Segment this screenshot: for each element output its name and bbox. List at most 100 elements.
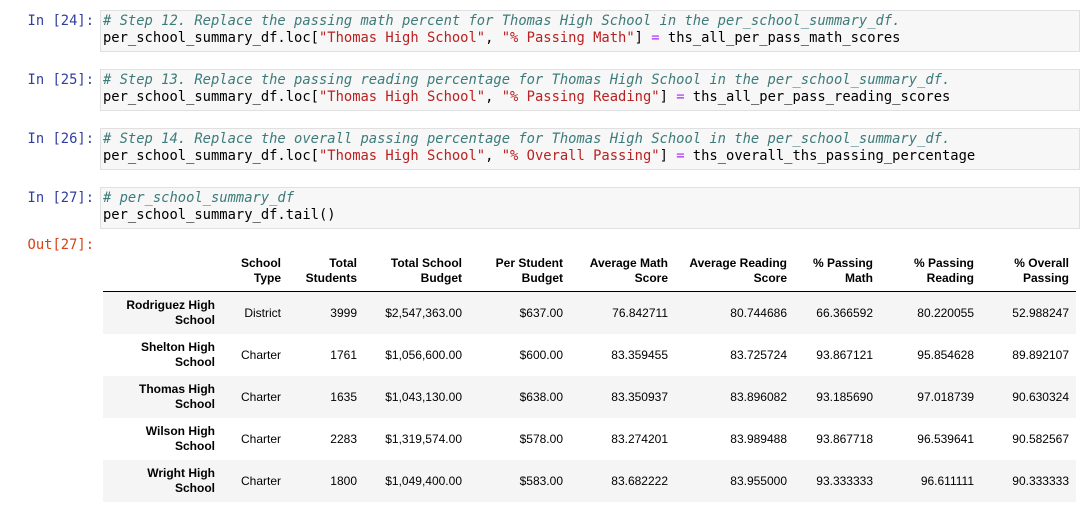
row-label: Wilson High <box>145 424 215 438</box>
table-cell: 83.896082 <box>730 390 787 404</box>
code-line: per_school_summary_df.loc["Thomas High S… <box>103 30 900 47</box>
table-cell: 83.359455 <box>611 348 668 362</box>
table-cell: Charter <box>240 474 281 488</box>
table-cell: 83.955000 <box>730 474 787 488</box>
table-cell: District <box>244 306 281 320</box>
table-cell: 83.725724 <box>730 348 787 362</box>
code-token: ths_all_per_pass_reading_scores <box>684 89 951 105</box>
table-cell: 83.989488 <box>730 432 787 446</box>
code-token: , <box>485 30 502 46</box>
code-token: # Step 13. Replace the passing reading p… <box>103 72 951 88</box>
code-token: = <box>651 30 660 46</box>
table-cell: 90.333333 <box>1012 474 1069 488</box>
table-row <box>103 292 1076 334</box>
table-cell: Charter <box>240 390 281 404</box>
column-header: Per Student <box>495 256 563 270</box>
table-cell: 93.333333 <box>816 474 873 488</box>
code-token: # Step 14. Replace the overall passing p… <box>103 131 951 147</box>
code-token: ths_all_per_pass_math_scores <box>659 30 901 46</box>
table-cell: 1635 <box>330 390 357 404</box>
table-cell: $1,043,130.00 <box>385 390 462 404</box>
code-line: # Step 12. Replace the passing math perc… <box>103 13 900 30</box>
table-cell: 66.366592 <box>816 306 873 320</box>
column-header: % Passing <box>812 256 873 270</box>
table-cell: 76.842711 <box>612 306 668 320</box>
table-cell: Charter <box>240 348 281 362</box>
code-line: per_school_summary_df.tail() <box>103 207 336 224</box>
table-cell: $638.00 <box>519 390 563 404</box>
code-token: "Thomas High School" <box>318 30 486 46</box>
table-cell: 83.274201 <box>611 432 668 446</box>
table-cell: 96.611111 <box>920 474 974 488</box>
table-cell: $1,049,400.00 <box>385 474 462 488</box>
table-cell: 90.582567 <box>1012 432 1069 446</box>
column-header: Budget <box>420 271 462 285</box>
column-header: % Passing <box>913 256 974 270</box>
code-token: per_school_summary_df.tail() <box>103 207 336 223</box>
column-header: Type <box>253 271 281 285</box>
code-token: "% Passing Reading" <box>501 89 660 105</box>
column-header: Score <box>753 271 787 285</box>
code-line: # Step 13. Replace the passing reading p… <box>103 72 950 89</box>
table-cell: 52.988247 <box>1012 306 1069 320</box>
table-cell: 96.539641 <box>917 432 974 446</box>
table-cell: 83.350937 <box>611 390 668 404</box>
table-cell: $2,547,363.00 <box>385 306 462 320</box>
code-token: # Step 12. Replace the passing math perc… <box>103 13 901 29</box>
table-row <box>103 376 1076 418</box>
code-token: "% Overall Passing" <box>501 148 660 164</box>
table-row <box>103 334 1076 376</box>
table-cell: 89.892107 <box>1012 348 1069 362</box>
header-rule <box>103 291 1076 292</box>
row-label: School <box>174 439 215 453</box>
code-line: # per_school_summary_df <box>103 190 294 207</box>
code-token: , <box>485 89 502 105</box>
table-cell: 80.220055 <box>917 306 974 320</box>
row-label: Shelton High <box>141 340 215 354</box>
input-prompt: In [26]: <box>27 131 94 147</box>
row-label: Rodriguez High <box>126 298 215 312</box>
output-prompt: Out[27]: <box>27 237 94 253</box>
column-header: Passing <box>1022 271 1069 285</box>
row-label: Thomas High <box>138 382 215 396</box>
code-token: ] <box>634 30 652 46</box>
code-token: ths_overall_ths_passing_percentage <box>684 148 976 164</box>
code-line: per_school_summary_df.loc["Thomas High S… <box>103 89 950 106</box>
table-row <box>103 418 1076 460</box>
code-token: per_school_summary_df.loc[ <box>103 30 319 46</box>
code-token: # per_school_summary_df <box>103 190 295 206</box>
row-label: School <box>174 397 215 411</box>
code-token: ] <box>659 148 677 164</box>
table-cell: 3999 <box>330 306 357 320</box>
column-header: Average Reading <box>689 256 787 270</box>
input-prompt: In [27]: <box>27 190 94 206</box>
code-cell <box>100 69 1080 111</box>
row-label: School <box>174 313 215 327</box>
table-cell: 95.854628 <box>917 348 974 362</box>
code-token: per_school_summary_df.loc[ <box>103 89 319 105</box>
table-cell: 83.682222 <box>611 474 668 488</box>
table-cell: Charter <box>240 432 281 446</box>
code-cell <box>100 128 1080 170</box>
table-cell: 97.018739 <box>917 390 974 404</box>
table-row <box>103 460 1076 502</box>
table-cell: 2283 <box>330 432 357 446</box>
column-header: School <box>240 256 281 270</box>
table-cell: 80.744686 <box>730 306 787 320</box>
code-line: per_school_summary_df.loc["Thomas High S… <box>103 148 975 165</box>
code-line: # Step 14. Replace the overall passing p… <box>103 131 950 148</box>
column-header: Budget <box>521 271 563 285</box>
table-cell: $1,056,600.00 <box>385 348 462 362</box>
code-token: , <box>485 148 502 164</box>
column-header: % Overall <box>1014 256 1069 270</box>
code-token: "Thomas High School" <box>318 89 486 105</box>
table-cell: 93.185690 <box>816 390 873 404</box>
table-cell: $578.00 <box>519 432 563 446</box>
table-cell: $637.00 <box>519 306 563 320</box>
column-header: Score <box>634 271 668 285</box>
input-prompt: In [24]: <box>27 13 94 29</box>
column-header: Reading <box>926 271 974 285</box>
code-token: "% Passing Math" <box>501 30 635 46</box>
code-cell <box>100 187 1080 229</box>
